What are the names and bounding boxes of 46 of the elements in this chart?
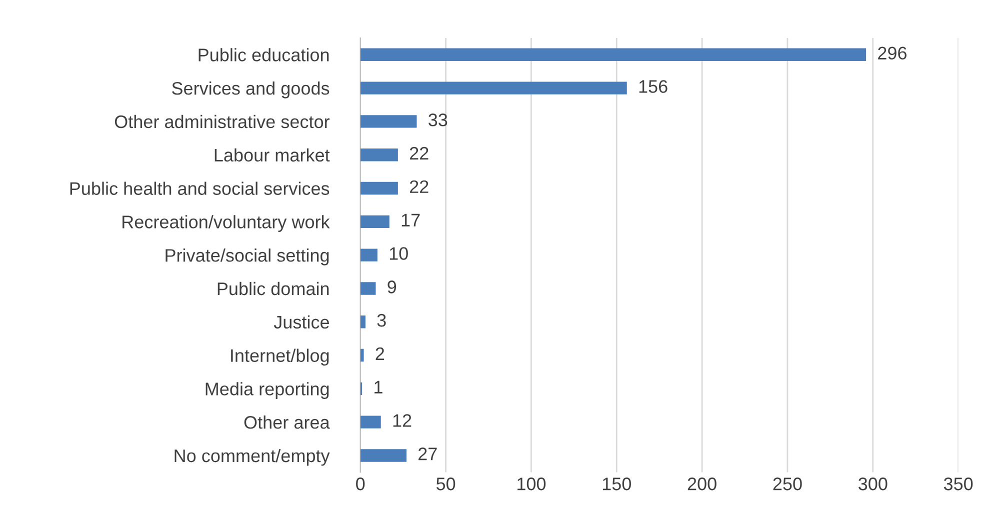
data-label: 17 (402, 214, 420, 226)
y-tick-label: Services and goods (172, 82, 330, 98)
y-tick-label: Public education (198, 48, 329, 62)
x-tick-label: 100 (518, 478, 546, 490)
y-tick-label: Recreation/voluntary work (122, 215, 330, 232)
x-tick-label: 300 (858, 478, 888, 490)
bar (360, 48, 866, 61)
data-label: 10 (390, 247, 408, 260)
bar (360, 416, 381, 428)
data-label: 1 (374, 380, 382, 394)
y-tick-label: Private/social setting (166, 248, 329, 266)
data-label: 9 (388, 280, 396, 294)
data-label: 12 (393, 414, 412, 427)
data-label: 27 (418, 448, 437, 460)
bar (360, 282, 376, 295)
y-tick-label: Public health and social services (70, 182, 330, 195)
bar (360, 148, 398, 162)
x-tick-label: 200 (688, 478, 716, 490)
data-label: 2 (376, 347, 384, 360)
x-tick-label: 50 (436, 478, 456, 490)
bar (360, 82, 627, 94)
data-label: 3 (377, 314, 386, 327)
x-tick-label: 150 (602, 478, 631, 490)
bar (360, 115, 417, 128)
y-tick-label: Justice (274, 315, 330, 329)
data-label: 22 (410, 146, 428, 160)
y-tick-label: Other administrative sector (114, 114, 330, 128)
data-label: 296 (878, 46, 907, 60)
x-tick-label: 0 (356, 478, 365, 490)
bar (360, 316, 366, 328)
y-tick-label: Media reporting (206, 382, 329, 399)
y-tick-label: Internet/blog (231, 348, 329, 366)
bar (360, 248, 378, 262)
y-tick-label: Public domain (218, 282, 329, 296)
data-label: 33 (428, 114, 448, 126)
bar (360, 215, 390, 228)
bar (360, 348, 364, 362)
x-tick-label: 250 (773, 478, 802, 490)
bar (360, 449, 406, 462)
data-label: 22 (410, 180, 428, 193)
bar (360, 182, 398, 195)
x-tick-label: 350 (944, 478, 973, 490)
y-tick-label: Other area (244, 416, 330, 429)
data-label: 156 (639, 80, 668, 93)
y-tick-label: No comment/empty (174, 448, 330, 466)
y-tick-label: Labour market (214, 148, 330, 162)
